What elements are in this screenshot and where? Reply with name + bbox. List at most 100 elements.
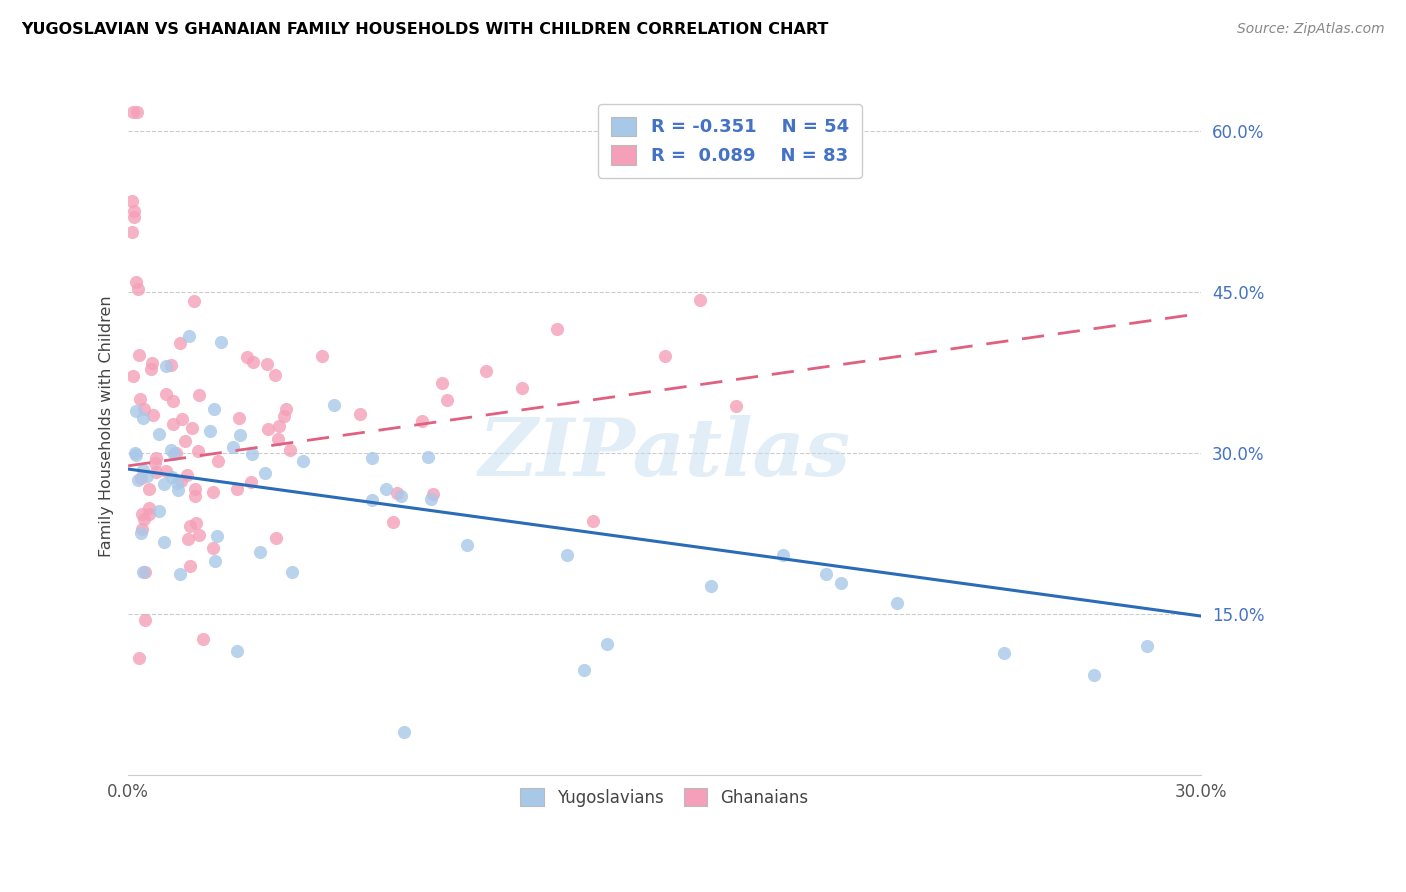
Point: [254, 466, 277, 480]
Point: [159, 358, 181, 372]
Point: [574, 663, 596, 677]
Point: [654, 349, 676, 363]
Point: [139, 362, 162, 376]
Point: [392, 725, 415, 739]
Point: [129, 526, 152, 541]
Point: [242, 447, 264, 461]
Point: [267, 418, 290, 433]
Point: [204, 401, 226, 416]
Point: [273, 409, 295, 423]
Point: [204, 553, 226, 567]
Point: [125, 275, 148, 289]
Point: [456, 538, 478, 552]
Point: [128, 348, 150, 362]
Point: [162, 417, 184, 431]
Point: [160, 470, 183, 484]
Point: [155, 386, 177, 401]
Point: [582, 514, 605, 528]
Point: [689, 293, 711, 307]
Point: [145, 450, 167, 465]
Point: [125, 448, 148, 462]
Text: Source: ZipAtlas.com: Source: ZipAtlas.com: [1237, 22, 1385, 37]
Point: [134, 613, 156, 627]
Point: [187, 444, 209, 458]
Point: [207, 453, 229, 467]
Point: [361, 492, 384, 507]
Point: [129, 470, 152, 484]
Point: [132, 463, 155, 477]
Point: [596, 637, 619, 651]
Point: [129, 392, 152, 406]
Point: [239, 475, 262, 489]
Point: [264, 368, 287, 383]
Point: [122, 204, 145, 219]
Point: [155, 464, 177, 478]
Point: [121, 194, 143, 208]
Point: [176, 468, 198, 483]
Point: [228, 411, 250, 425]
Point: [131, 507, 153, 521]
Point: [267, 432, 290, 446]
Point: [179, 518, 201, 533]
Point: [256, 357, 278, 371]
Point: [225, 644, 247, 658]
Point: [138, 482, 160, 496]
Point: [142, 408, 165, 422]
Point: [993, 646, 1015, 660]
Point: [143, 456, 166, 470]
Point: [772, 548, 794, 562]
Point: [165, 446, 187, 460]
Point: [830, 575, 852, 590]
Point: [725, 399, 748, 413]
Point: [153, 477, 176, 491]
Point: [128, 650, 150, 665]
Point: [169, 566, 191, 581]
Point: [191, 632, 214, 646]
Point: [132, 401, 155, 416]
Point: [132, 565, 155, 579]
Point: [555, 548, 578, 562]
Point: [257, 422, 280, 436]
Point: [174, 434, 197, 449]
Point: [202, 485, 225, 500]
Point: [188, 388, 211, 402]
Point: [432, 376, 454, 390]
Point: [131, 522, 153, 536]
Point: [411, 414, 433, 428]
Point: [124, 445, 146, 459]
Point: [291, 453, 314, 467]
Point: [281, 565, 304, 579]
Point: [177, 328, 200, 343]
Point: [382, 515, 405, 529]
Point: [510, 381, 533, 395]
Point: [179, 558, 201, 573]
Point: [700, 579, 723, 593]
Point: [184, 489, 207, 503]
Point: [475, 364, 498, 378]
Point: [135, 469, 157, 483]
Point: [155, 359, 177, 374]
Point: [385, 486, 408, 500]
Point: [148, 426, 170, 441]
Text: ZIPatlas: ZIPatlas: [478, 416, 851, 492]
Point: [153, 535, 176, 549]
Point: [422, 487, 444, 501]
Point: [122, 210, 145, 224]
Point: [166, 483, 188, 498]
Point: [183, 294, 205, 309]
Point: [169, 335, 191, 350]
Point: [181, 421, 204, 435]
Point: [375, 482, 398, 496]
Point: [127, 473, 149, 487]
Point: [278, 442, 301, 457]
Point: [274, 401, 297, 416]
Point: [323, 398, 346, 412]
Point: [141, 356, 163, 370]
Point: [200, 424, 222, 438]
Point: [184, 516, 207, 530]
Point: [166, 475, 188, 490]
Y-axis label: Family Households with Children: Family Households with Children: [100, 295, 114, 557]
Point: [172, 411, 194, 425]
Point: [242, 354, 264, 368]
Point: [546, 321, 568, 335]
